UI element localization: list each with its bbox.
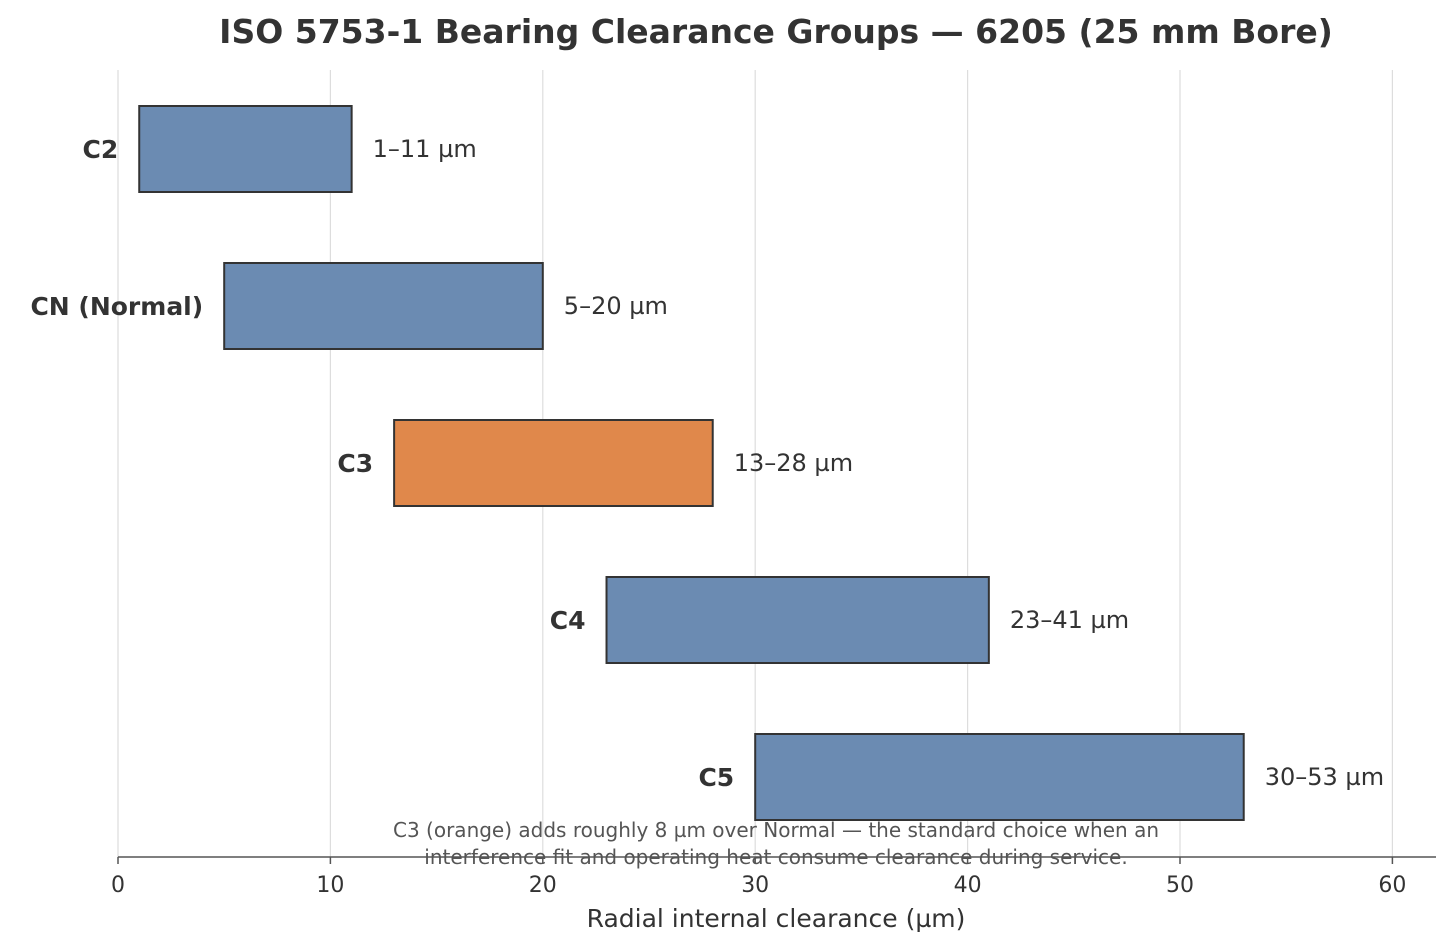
category-label-2: C3 <box>337 449 373 478</box>
bar-2 <box>393 419 714 507</box>
x-axis: 0 10 20 30 40 50 60 <box>111 856 1436 898</box>
range-label-1: 5–20 µm <box>564 292 668 320</box>
x-tick-label-0: 0 <box>111 873 125 898</box>
x-tick-label-10: 10 <box>316 873 344 898</box>
range-label-4: 30–53 µm <box>1265 763 1384 791</box>
range-label-0: 1–11 µm <box>373 135 477 163</box>
x-tick-label-30: 30 <box>741 873 769 898</box>
bar-3 <box>605 576 990 664</box>
bar-1 <box>223 262 544 350</box>
category-label-3: C4 <box>550 606 586 635</box>
x-axis-title: Radial internal clearance (µm) <box>587 904 966 933</box>
x-tick-label-40: 40 <box>954 873 982 898</box>
x-tick-label-20: 20 <box>529 873 557 898</box>
category-label-4: C5 <box>698 763 734 792</box>
category-label-1: CN (Normal) <box>30 292 203 321</box>
x-tick-label-50: 50 <box>1166 873 1194 898</box>
bar-4 <box>754 733 1245 821</box>
bars: C2 1–11 µm CN (Normal) 5–20 µm C3 13–28 µm C4 2… <box>30 105 1384 821</box>
annotation-line-1: C3 (orange) adds roughly 8 µm over Norma… <box>393 818 1159 842</box>
range-label-3: 23–41 µm <box>1010 606 1129 634</box>
category-label-0: C2 <box>82 135 118 164</box>
x-tick-label-60: 60 <box>1378 873 1406 898</box>
chart-title: ISO 5753-1 Bearing Clearance Groups — 62… <box>219 12 1333 51</box>
annotation: C3 (orange) adds roughly 8 µm over Norma… <box>393 818 1159 869</box>
range-label-2: 13–28 µm <box>734 449 853 477</box>
bar-0 <box>138 105 353 193</box>
